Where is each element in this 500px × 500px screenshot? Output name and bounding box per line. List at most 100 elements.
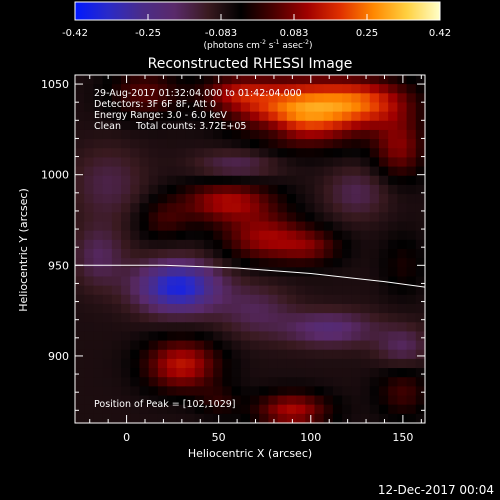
heatmap-cell bbox=[231, 358, 242, 369]
heatmap-cell bbox=[277, 395, 288, 406]
heatmap-cell bbox=[157, 230, 168, 241]
heatmap-cell bbox=[213, 93, 223, 104]
heatmap-cell bbox=[194, 386, 205, 397]
heatmap-cell bbox=[332, 175, 343, 186]
heatmap-cell bbox=[415, 294, 426, 305]
heatmap-cell bbox=[277, 267, 288, 278]
heatmap-cell bbox=[268, 139, 279, 149]
heatmap-cell bbox=[360, 349, 371, 360]
heatmap-cell bbox=[369, 184, 380, 195]
heatmap-cell bbox=[351, 313, 362, 323]
heatmap-cell bbox=[130, 249, 141, 259]
heatmap-cell bbox=[231, 102, 242, 113]
heatmap-cell bbox=[305, 93, 316, 104]
heatmap-cell bbox=[286, 239, 297, 250]
heatmap-cell bbox=[130, 184, 141, 195]
heatmap-cell bbox=[332, 294, 343, 305]
heatmap-cell bbox=[378, 386, 389, 397]
heatmap-cell bbox=[213, 102, 223, 113]
heatmap-cell bbox=[240, 349, 251, 360]
heatmap-cell bbox=[332, 267, 343, 278]
heatmap-cell bbox=[406, 139, 417, 149]
heatmap-cell bbox=[148, 194, 159, 204]
heatmap-cell bbox=[75, 404, 85, 415]
heatmap-cell bbox=[222, 249, 233, 259]
heatmap-cell bbox=[397, 249, 408, 259]
heatmap-cell bbox=[397, 331, 408, 342]
heatmap-cell bbox=[268, 413, 279, 424]
heatmap-cell bbox=[314, 75, 325, 85]
heatmap-cell bbox=[240, 175, 251, 186]
x-axis-label: Heliocentric X (arcsec) bbox=[188, 447, 312, 460]
heatmap-cell bbox=[388, 349, 398, 360]
heatmap-cell bbox=[130, 340, 141, 351]
heatmap-cell bbox=[268, 249, 279, 259]
heatmap-cell bbox=[102, 102, 113, 113]
heatmap-cell bbox=[286, 129, 297, 140]
heatmap-cell bbox=[314, 221, 325, 232]
heatmap-cell bbox=[406, 267, 417, 278]
heatmap-cell bbox=[75, 386, 85, 397]
heatmap-cell bbox=[250, 93, 260, 104]
heatmap-cell bbox=[222, 404, 233, 415]
heatmap-cell bbox=[102, 75, 113, 85]
heatmap-cell bbox=[121, 184, 131, 195]
heatmap-cell bbox=[231, 175, 242, 186]
heatmap-cell bbox=[93, 184, 104, 195]
heatmap-cell bbox=[277, 358, 288, 369]
heatmap-cell bbox=[388, 285, 398, 296]
heatmap-cell bbox=[157, 368, 168, 378]
heatmap-cell bbox=[93, 386, 104, 397]
heatmap-cell bbox=[360, 340, 371, 351]
heatmap-cell bbox=[176, 175, 187, 186]
heatmap-cell bbox=[332, 395, 343, 406]
heatmap-cell bbox=[194, 194, 205, 204]
heatmap-cell bbox=[259, 285, 270, 296]
heatmap-cell bbox=[176, 404, 187, 415]
heatmap-cell bbox=[397, 303, 408, 314]
heatmap-cell bbox=[286, 194, 297, 204]
heatmap-cell bbox=[203, 404, 214, 415]
heatmap-cell bbox=[259, 194, 270, 204]
heatmap-cell bbox=[167, 111, 177, 122]
heatmap-cell bbox=[305, 129, 316, 140]
heatmap-cell bbox=[121, 340, 131, 351]
heatmap-cell bbox=[240, 413, 251, 424]
heatmap-cell bbox=[305, 175, 316, 186]
heatmap-cell bbox=[397, 129, 408, 140]
heatmap-cell bbox=[314, 413, 325, 424]
heatmap-cell bbox=[305, 386, 316, 397]
heatmap-cell bbox=[397, 368, 408, 378]
heatmap-cell bbox=[84, 276, 95, 287]
heatmap-cell bbox=[130, 377, 141, 387]
heatmap-cell bbox=[139, 404, 150, 415]
heatmap-cell bbox=[185, 93, 196, 104]
heatmap-cell bbox=[121, 358, 131, 369]
heatmap-cell bbox=[176, 102, 187, 113]
x-tick-label: 150 bbox=[392, 431, 413, 444]
heatmap-cell bbox=[222, 377, 233, 387]
heatmap-cell bbox=[415, 276, 426, 287]
heatmap-cell bbox=[203, 276, 214, 287]
heatmap-cell bbox=[296, 203, 306, 213]
heatmap-cell bbox=[323, 313, 334, 323]
heatmap-cell bbox=[84, 203, 95, 213]
heatmap-cell bbox=[84, 221, 95, 232]
heatmap-cell bbox=[369, 322, 380, 333]
heatmap-cell bbox=[102, 276, 113, 287]
heatmap-cell bbox=[148, 258, 159, 268]
heatmap-cell bbox=[148, 377, 159, 387]
heatmap-cell bbox=[259, 395, 270, 406]
heatmap-cell bbox=[130, 194, 141, 204]
heatmap-cell bbox=[250, 276, 260, 287]
heatmap-cell bbox=[323, 340, 334, 351]
heatmap-cell bbox=[102, 340, 113, 351]
heatmap-cell bbox=[342, 285, 352, 296]
heatmap-cell bbox=[406, 194, 417, 204]
heatmap-cell bbox=[351, 111, 362, 122]
heatmap-cell bbox=[240, 111, 251, 122]
heatmap-cell bbox=[415, 129, 426, 140]
heatmap-cell bbox=[84, 120, 95, 131]
heatmap-cell bbox=[231, 303, 242, 314]
heatmap-cell bbox=[157, 239, 168, 250]
